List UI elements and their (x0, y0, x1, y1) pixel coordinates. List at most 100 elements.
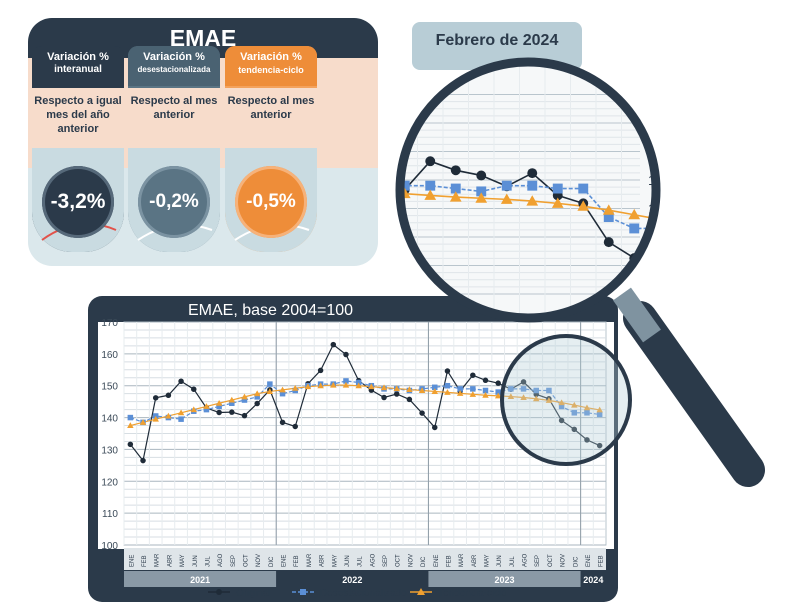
data-point (527, 180, 538, 191)
data-point (470, 372, 476, 378)
data-point (145, 172, 155, 182)
month-tick-label: AGO (523, 553, 529, 567)
month-tick-label: FEB (294, 555, 300, 567)
data-point (406, 396, 413, 403)
indicator-interanual: Variación % interanual Respecto a igual … (32, 46, 124, 252)
data-point (177, 409, 185, 416)
data-point (507, 393, 515, 400)
data-point (169, 173, 181, 183)
data-point (368, 383, 375, 390)
month-tick-label: NOV (408, 554, 414, 567)
data-point (68, 184, 78, 194)
month-tick-label: JUL (358, 556, 364, 567)
month-tick-label: ABR (472, 554, 478, 567)
data-point (279, 386, 286, 393)
data-point (545, 397, 553, 403)
y-tick-label: 150 (101, 382, 118, 393)
data-point (170, 119, 180, 129)
data-point (152, 415, 159, 422)
data-point (271, 179, 283, 189)
data-point (322, 183, 334, 193)
data-point (241, 397, 248, 403)
data-point (247, 181, 257, 191)
data-point (469, 391, 477, 397)
magnifier-tick-label: 160 (648, 115, 672, 131)
year-label: 2023 (495, 575, 515, 585)
month-tick-label: SEP (535, 555, 541, 567)
data-point (94, 175, 104, 185)
data-point (0, 188, 3, 198)
data-point (419, 410, 425, 416)
month-tick-label: ABR (167, 554, 173, 567)
data-point (432, 384, 438, 391)
legend-marker (216, 589, 222, 595)
data-point (203, 403, 210, 409)
data-point (476, 186, 487, 197)
data-point (400, 180, 410, 191)
data-point (494, 392, 502, 399)
data-point (374, 175, 384, 185)
data-point (178, 416, 184, 422)
data-point (298, 184, 308, 194)
data-point (349, 250, 359, 260)
legend-label: Tendencia-ciclo (438, 588, 507, 599)
data-point (317, 367, 324, 374)
data-point (527, 168, 538, 179)
data-point (228, 396, 236, 403)
y-tick-label: 100 (101, 541, 118, 552)
data-point (577, 200, 590, 211)
series-group (127, 341, 603, 464)
data-point (94, 172, 104, 182)
data-point (17, 182, 27, 192)
data-point (551, 197, 564, 208)
data-point (444, 368, 451, 374)
month-tick-label: ENE (282, 555, 288, 567)
data-point (191, 386, 197, 392)
data-point (425, 156, 436, 167)
month-tick-label: JUN (193, 555, 199, 567)
indicator-description: Respecto al mes anterior (128, 88, 220, 148)
year-band (124, 571, 277, 587)
data-point (152, 395, 159, 401)
y-tick-label: 160 (101, 350, 118, 361)
data-point (628, 208, 641, 220)
data-point (571, 426, 578, 433)
indicator-description: Respecto a igual mes del año anterior (32, 88, 124, 148)
data-point (145, 102, 155, 112)
data-point (272, 190, 282, 200)
data-point (343, 378, 349, 384)
indicator-value: -0,5% (235, 166, 307, 238)
indicator-tendencia-ciclo: Variación % tendencia-ciclo Respecto al … (225, 46, 317, 252)
data-point (578, 183, 589, 194)
data-point (17, 172, 27, 182)
data-point (330, 381, 337, 388)
month-tick-label: NOV (561, 554, 567, 567)
indicator-subhead: desestacionalizada (137, 65, 211, 74)
data-point (279, 419, 286, 426)
month-tick-label: ENE (586, 555, 592, 567)
magnifier-neck (613, 287, 661, 343)
data-point (93, 176, 105, 186)
month-tick-label: OCT (244, 554, 250, 567)
month-axis-band (124, 548, 606, 570)
legend: Original Desestacionalizado Tendencia-cicl… (208, 588, 507, 599)
data-point (42, 182, 54, 192)
month-tick-label: MAR (307, 553, 313, 567)
data-point (165, 412, 172, 419)
month-tick-label: MAR (459, 553, 465, 567)
legend-marker (300, 589, 306, 595)
data-point (456, 390, 464, 396)
data-point (267, 381, 273, 387)
month-tick-label: NOV (256, 554, 262, 567)
data-point (374, 149, 384, 159)
month-tick-label: SEP (383, 555, 389, 567)
data-point (68, 248, 78, 258)
data-point (654, 223, 656, 234)
data-point (457, 386, 463, 392)
data-point (196, 166, 206, 176)
data-point (680, 282, 690, 292)
data-point (571, 410, 578, 416)
month-tick-label: AGO (370, 553, 376, 567)
